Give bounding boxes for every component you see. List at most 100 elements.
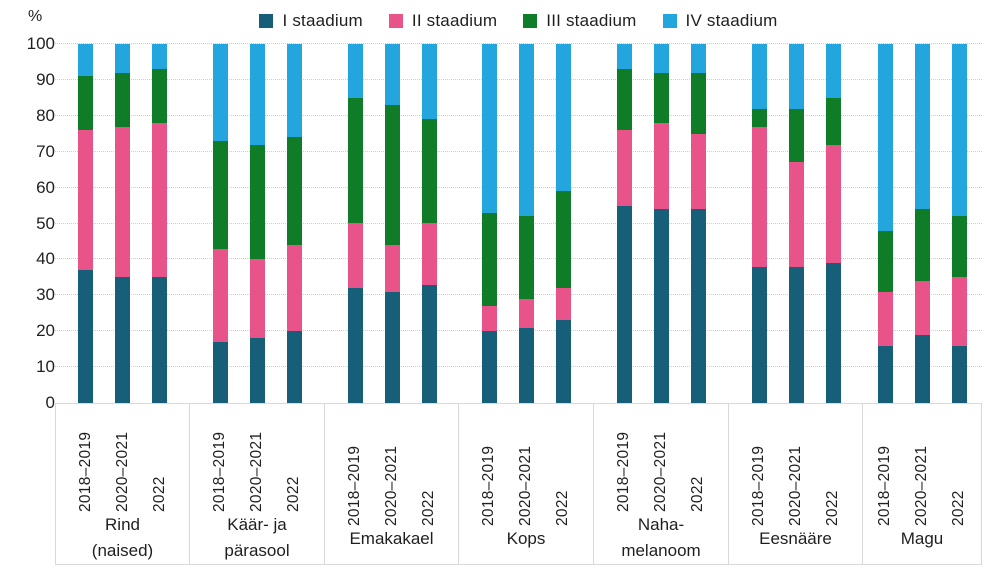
bar-segment-1 xyxy=(915,334,930,403)
year-tick-label: 2020–2021 xyxy=(248,431,265,512)
year-slot: 2018–2019 xyxy=(876,411,893,526)
bar-segment-2 xyxy=(384,245,400,292)
stacked-bar xyxy=(617,44,632,403)
bar-segment-1 xyxy=(250,338,265,403)
group-label-line: Kops xyxy=(506,529,546,548)
bar-segment-2 xyxy=(788,162,804,267)
bar-segment-3 xyxy=(115,72,130,127)
x-group-cell: 2018–2019 2020–2021 2022 Naha-melanoom xyxy=(594,404,729,564)
bar-groups-row xyxy=(55,44,982,403)
bar-segment-2 xyxy=(78,130,93,271)
bar-segment-1 xyxy=(287,331,302,403)
group-label: Kops xyxy=(459,526,593,552)
bar-segment-2 xyxy=(250,259,265,339)
bar-group xyxy=(190,44,325,403)
bar-segment-3 xyxy=(878,230,893,292)
stacked-bar xyxy=(115,44,130,403)
x-group-cell: 2018–2019 2020–2021 2022 Rind (naised) xyxy=(56,404,190,564)
year-tick-label: 2020–2021 xyxy=(786,445,804,526)
bar-segment-1 xyxy=(384,291,400,403)
y-tick-label: 0 xyxy=(45,393,55,412)
bar-segment-2 xyxy=(952,277,967,346)
x-group-cell: 2018–2019 2020–2021 2022 Eesnääre xyxy=(729,404,863,564)
bar-segment-2 xyxy=(347,223,363,289)
bar-segment-3 xyxy=(384,105,400,246)
x-group-cell: 2018–2019 2020–2021 2022 Emakakael xyxy=(325,404,459,564)
bar-segment-1 xyxy=(421,284,437,403)
year-slot: 2022 xyxy=(285,411,302,512)
bar-segment-4 xyxy=(115,44,130,73)
group-label-line: melanoom xyxy=(621,541,701,560)
bar-segment-1 xyxy=(952,345,967,403)
legend-label: I staadium xyxy=(282,11,363,30)
group-label-line: (naised) xyxy=(91,541,154,560)
bar-segment-2 xyxy=(751,126,767,267)
year-tick-label: 2022 xyxy=(689,476,706,512)
bar-segment-3 xyxy=(152,69,167,123)
year-tick-row: 2018–2019 2020–2021 2022 xyxy=(459,404,593,526)
year-tick-label: 2020–2021 xyxy=(113,431,131,512)
group-label: Käär- ja pärasool xyxy=(190,512,324,564)
bar-segment-1 xyxy=(213,341,228,403)
bar-segment-3 xyxy=(250,144,265,260)
year-tick-row: 2018–2019 2020–2021 2022 xyxy=(56,404,189,512)
bar-segment-3 xyxy=(654,72,669,123)
bar-segment-4 xyxy=(78,44,93,77)
group-label: Emakakael xyxy=(325,526,458,552)
bar-segment-3 xyxy=(556,191,571,289)
bar-segment-1 xyxy=(751,266,767,403)
bar-segment-1 xyxy=(152,277,167,403)
year-slot: 2022 xyxy=(950,411,967,526)
year-tick-label: 2018–2019 xyxy=(749,445,767,526)
bar-segment-3 xyxy=(347,97,363,224)
legend-swatch-icon xyxy=(259,14,274,28)
year-tick-row: 2018–2019 2020–2021 2022 xyxy=(325,404,458,526)
bar-segment-2 xyxy=(152,122,167,278)
bar-segment-2 xyxy=(213,248,228,342)
stacked-bar xyxy=(654,44,669,403)
y-tick-label: 100 xyxy=(26,34,55,53)
bar-segment-2 xyxy=(421,223,437,285)
year-tick-label: 2018–2019 xyxy=(615,431,632,512)
year-tick-row: 2018–2019 2020–2021 2022 xyxy=(594,404,728,512)
y-tick-label: 20 xyxy=(36,321,55,341)
y-tick-label: 90 xyxy=(36,69,55,89)
gridline xyxy=(55,222,982,224)
bar-group xyxy=(863,44,982,403)
bar-segment-2 xyxy=(519,298,534,328)
year-slot: 2020–2021 xyxy=(652,411,669,512)
bar-segment-3 xyxy=(421,119,437,224)
stacked-bar xyxy=(519,44,534,403)
bar-segment-3 xyxy=(691,72,706,134)
bar-segment-1 xyxy=(78,270,93,403)
group-label: Naha-melanoom xyxy=(594,512,728,564)
group-label: Magu xyxy=(863,526,981,552)
year-slot: 2020–2021 xyxy=(248,411,265,512)
year-slot: 2018–2019 xyxy=(615,411,632,512)
bar-segment-3 xyxy=(519,216,534,299)
year-tick-label: 2022 xyxy=(950,490,967,526)
gridline xyxy=(55,150,982,152)
bar-group xyxy=(325,44,459,403)
bar-segment-1 xyxy=(691,209,706,403)
x-axis: 2018–2019 2020–2021 2022 Rind (naised) 2018–2… xyxy=(55,403,982,565)
year-slot: 2020–2021 xyxy=(113,411,131,512)
chart-legend: I staadium II staadium III staadium IV staa… xyxy=(55,8,982,34)
legend-item: III staadium xyxy=(523,11,636,31)
bar-segment-1 xyxy=(878,345,893,403)
bar-segment-3 xyxy=(78,76,93,131)
group-label-line: pärasool xyxy=(224,541,290,560)
year-slot: 2018–2019 xyxy=(480,411,497,526)
gridline xyxy=(55,294,982,296)
y-axis-unit-label: % xyxy=(28,8,43,25)
year-slot: 2020–2021 xyxy=(913,411,930,526)
bar-segment-3 xyxy=(825,97,841,145)
year-slot: 2018–2019 xyxy=(77,411,94,512)
bar-segment-4 xyxy=(654,44,669,73)
year-tick-label: 2018–2019 xyxy=(211,431,228,512)
group-label-line: Rind xyxy=(105,515,140,534)
x-group-cell: 2018–2019 2020–2021 2022 Magu xyxy=(863,404,981,564)
gridline xyxy=(55,330,982,332)
bar-segment-4 xyxy=(347,44,363,98)
